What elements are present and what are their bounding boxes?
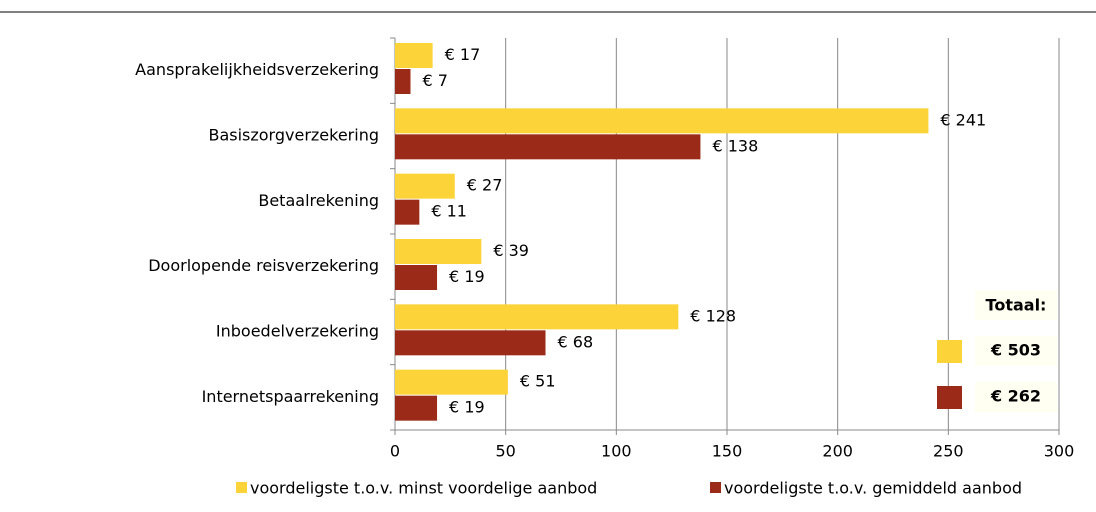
legend-label: voordeligste t.o.v. minst voordelige aan… [250, 479, 597, 498]
x-tick-label: 250 [933, 442, 964, 461]
y-tick-label: Aansprakelijkheidsverzekering [135, 60, 379, 79]
value-label: € 19 [449, 398, 485, 417]
value-label: € 27 [467, 176, 503, 195]
y-tick-label: Doorlopende reisverzekering [148, 256, 379, 275]
legend-label: voordeligste t.o.v. gemiddeld aanbod [724, 479, 1022, 498]
bar [395, 134, 701, 160]
value-label: € 11 [431, 202, 467, 221]
totals-value: € 262 [990, 387, 1041, 406]
totals-box [975, 290, 1057, 320]
legend-swatch [710, 482, 721, 493]
value-label: € 17 [445, 45, 481, 64]
totals-box [975, 336, 1057, 366]
value-label: € 241 [940, 110, 986, 129]
value-label: € 128 [690, 306, 736, 325]
bar [395, 173, 455, 199]
legend-swatch [236, 482, 247, 493]
x-tick-label: 100 [601, 442, 632, 461]
x-tick-label: 0 [390, 442, 400, 461]
value-label: € 51 [520, 372, 556, 391]
x-tick-label: 50 [495, 442, 515, 461]
bar [395, 395, 438, 421]
bar [395, 304, 679, 330]
bar [395, 108, 929, 134]
y-tick-label: Inboedelverzekering [216, 322, 379, 341]
totals-title: Totaal: [986, 296, 1047, 315]
bar [395, 43, 433, 68]
x-tick-label: 300 [1044, 442, 1075, 461]
x-tick-label: 150 [712, 442, 743, 461]
totals-swatch [937, 386, 962, 409]
totals-value: € 503 [990, 341, 1041, 360]
x-tick-label: 200 [822, 442, 853, 461]
value-label: € 39 [493, 241, 529, 260]
y-tick-label: Basiszorgverzekering [208, 126, 379, 145]
bar [395, 69, 411, 94]
bar [395, 330, 546, 356]
y-tick-label: Internetspaarrekening [202, 387, 379, 406]
y-tick-label: Betaalrekening [258, 191, 379, 210]
bar [395, 199, 420, 225]
value-label: € 68 [558, 332, 594, 351]
totals-box [975, 382, 1057, 412]
bar [395, 239, 482, 264]
value-label: € 138 [712, 136, 758, 155]
value-label: € 7 [422, 71, 447, 90]
bar [395, 369, 508, 395]
bar [395, 265, 438, 290]
totals-swatch [937, 340, 962, 363]
value-label: € 19 [449, 267, 485, 286]
